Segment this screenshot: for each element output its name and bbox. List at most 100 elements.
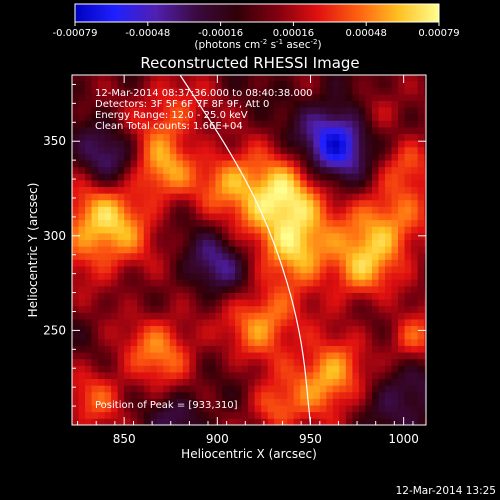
heatmap-cell (104, 226, 112, 234)
heatmap-cell (274, 345, 282, 353)
heatmap-cell (280, 345, 288, 353)
heatmap-cell (130, 411, 138, 419)
heatmap-cell (345, 107, 353, 115)
heatmap-cell (398, 378, 405, 386)
heatmap-cell (411, 173, 419, 181)
heatmap-cell (156, 338, 164, 346)
heatmap-cell (371, 279, 379, 287)
heatmap-cell (267, 140, 275, 148)
heatmap-cell (365, 127, 373, 135)
heatmap-cell (319, 385, 327, 393)
heatmap-cell (261, 292, 269, 300)
heatmap-cell (150, 160, 158, 168)
heatmap-cell (339, 206, 347, 214)
heatmap-cell (352, 285, 360, 293)
heatmap-cell (345, 213, 353, 221)
heatmap-cell (358, 100, 366, 108)
heatmap-cell (306, 160, 314, 168)
heatmap-cell (293, 93, 301, 101)
heatmap-cell (254, 325, 262, 333)
heatmap-cell (221, 259, 229, 267)
heatmap-cell (130, 246, 138, 254)
heatmap-cell (274, 80, 282, 88)
heatmap-cell (215, 100, 223, 108)
heatmap-cell (404, 352, 412, 360)
heatmap-cell (221, 186, 229, 194)
heatmap-cell (313, 87, 321, 95)
heatmap-cell (378, 93, 386, 101)
heatmap-cell (261, 239, 269, 247)
heatmap-cell (300, 299, 308, 307)
heatmap-cell (156, 352, 164, 360)
heatmap-cell (267, 305, 275, 313)
heatmap-cell (124, 100, 132, 108)
heatmap-cell (313, 226, 321, 234)
heatmap-cell (280, 398, 288, 406)
heatmap-cell (85, 292, 92, 300)
heatmap-cell (189, 186, 197, 194)
heatmap-cell (241, 153, 249, 161)
heatmap-cell (254, 186, 262, 194)
heatmap-cell (143, 160, 151, 168)
heatmap-cell (417, 358, 425, 366)
heatmap-cell (202, 146, 210, 154)
heatmap-cell (385, 180, 392, 188)
heatmap-cell (85, 325, 92, 333)
heatmap-cell (358, 378, 366, 386)
heatmap-cell (371, 186, 379, 194)
heatmap-cell (130, 325, 138, 333)
heatmap-cell (424, 252, 426, 260)
heatmap-cell (124, 285, 132, 293)
heatmap-cell (371, 232, 379, 240)
heatmap-cell (352, 219, 360, 227)
heatmap-cell (404, 378, 412, 386)
heatmap-cell (163, 385, 171, 393)
heatmap-cell (306, 299, 314, 307)
heatmap-cell (208, 365, 216, 373)
heatmap-cell (313, 219, 321, 227)
heatmap-cell (274, 213, 282, 221)
heatmap-cell (221, 358, 229, 366)
heatmap-cell (371, 246, 379, 254)
heatmap-cell (411, 378, 419, 386)
heatmap-cell (358, 352, 366, 360)
heatmap-cell (352, 391, 360, 399)
heatmap-cell (398, 305, 405, 313)
heatmap-cell (287, 107, 295, 115)
heatmap-cell (332, 232, 340, 240)
heatmap-cell (371, 100, 379, 108)
heatmap-cell (332, 266, 340, 274)
heatmap-cell (78, 206, 86, 214)
heatmap-cell (424, 319, 426, 327)
heatmap-cell (72, 252, 79, 260)
heatmap-cell (254, 153, 262, 161)
heatmap-cell (261, 372, 269, 380)
heatmap-cell (156, 100, 164, 108)
heatmap-cell (156, 173, 164, 181)
heatmap-cell (169, 153, 177, 161)
heatmap-cell (261, 100, 269, 108)
heatmap-cell (78, 153, 86, 161)
heatmap-cell (195, 87, 203, 95)
heatmap-cell (391, 180, 399, 188)
heatmap-cell (150, 292, 158, 300)
heatmap-cell (391, 100, 399, 108)
heatmap-cell (274, 391, 282, 399)
heatmap-cell (352, 345, 360, 353)
heatmap-cell (104, 93, 112, 101)
heatmap-cell (267, 252, 275, 260)
heatmap-cell (130, 232, 138, 240)
heatmap-cell (156, 358, 164, 366)
heatmap-cell (358, 285, 366, 293)
heatmap-cell (300, 365, 308, 373)
heatmap-cell (111, 239, 119, 247)
heatmap-cell (398, 312, 405, 320)
heatmap-cell (215, 259, 223, 267)
heatmap-cell (411, 325, 419, 333)
heatmap-cell (208, 305, 216, 313)
heatmap-cell (169, 332, 177, 340)
heatmap-cell (72, 352, 79, 360)
heatmap-cell (378, 100, 386, 108)
heatmap-cell (391, 352, 399, 360)
heatmap-cell (358, 232, 366, 240)
